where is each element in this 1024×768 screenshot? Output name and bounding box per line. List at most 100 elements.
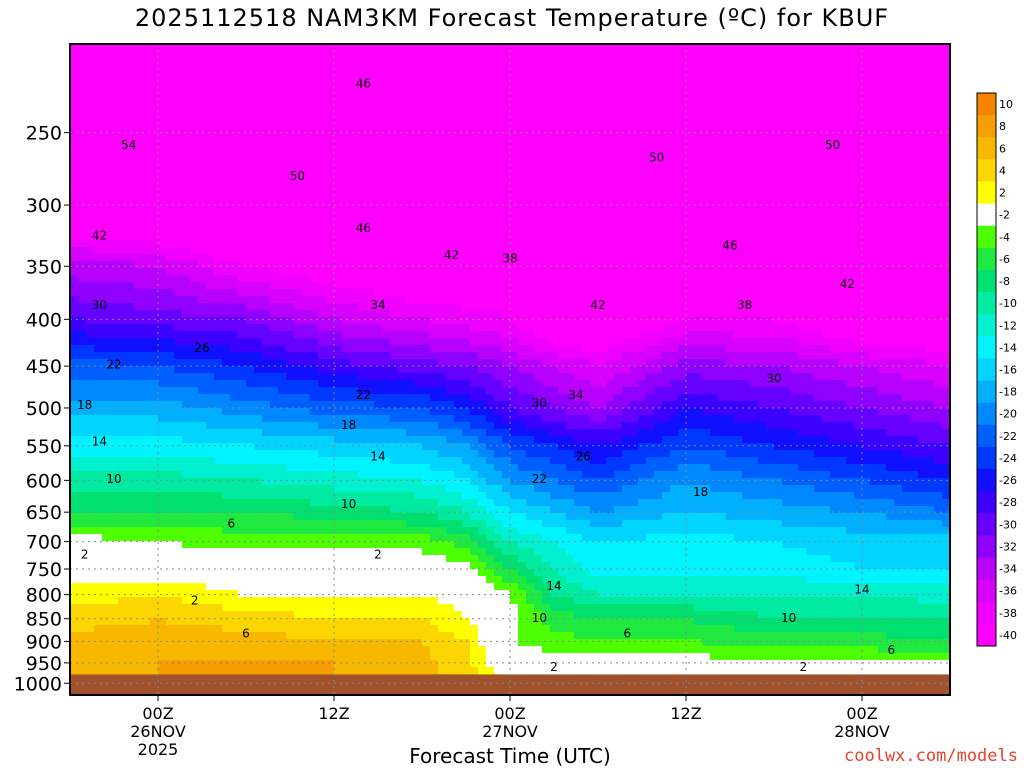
field-cell <box>918 100 927 108</box>
field-cell <box>78 254 87 262</box>
field-cell <box>430 86 439 94</box>
field-cell <box>310 86 319 94</box>
field-cell <box>534 310 543 318</box>
field-cell <box>910 317 919 325</box>
field-cell <box>390 114 399 122</box>
field-cell <box>118 156 127 164</box>
field-cell <box>262 156 271 164</box>
field-cell <box>294 128 303 136</box>
field-cell <box>790 156 799 164</box>
field-cell <box>174 65 183 73</box>
field-cell <box>358 226 367 234</box>
field-cell <box>142 352 151 360</box>
field-cell <box>454 198 463 206</box>
field-cell <box>102 51 111 59</box>
field-cell <box>838 233 847 241</box>
field-cell <box>574 177 583 185</box>
field-cell <box>150 338 159 346</box>
field-cell <box>422 44 431 52</box>
field-cell <box>494 282 503 290</box>
field-cell <box>542 65 551 73</box>
field-cell <box>718 345 727 353</box>
field-cell <box>142 261 151 269</box>
field-cell <box>270 289 279 297</box>
field-cell <box>870 331 879 339</box>
field-cell <box>494 268 503 276</box>
field-cell <box>854 226 863 234</box>
field-cell <box>766 275 775 283</box>
field-cell <box>782 51 791 59</box>
field-cell <box>198 268 207 276</box>
field-cell <box>174 275 183 283</box>
field-cell <box>214 177 223 185</box>
field-cell <box>422 58 431 66</box>
field-cell <box>750 163 759 171</box>
field-cell <box>94 198 103 206</box>
field-cell <box>838 149 847 157</box>
field-cell <box>638 205 647 213</box>
field-cell <box>766 212 775 220</box>
field-cell <box>846 317 855 325</box>
field-cell <box>174 107 183 115</box>
field-cell <box>790 93 799 101</box>
field-cell <box>134 317 143 325</box>
field-cell <box>918 114 927 122</box>
field-cell <box>902 233 911 241</box>
field-cell <box>886 275 895 283</box>
field-cell <box>310 254 319 262</box>
field-cell <box>782 128 791 136</box>
field-cell <box>422 205 431 213</box>
field-cell <box>790 289 799 297</box>
field-cell <box>574 100 583 108</box>
field-cell <box>534 107 543 115</box>
field-cell <box>198 149 207 157</box>
field-cell <box>942 205 950 213</box>
field-cell <box>334 275 343 283</box>
field-cell <box>910 107 919 115</box>
field-cell <box>486 107 495 115</box>
field-cell <box>94 212 103 220</box>
field-cell <box>70 191 79 199</box>
field-cell <box>206 156 215 164</box>
field-cell <box>134 51 143 59</box>
field-cell <box>566 296 575 304</box>
field-cell <box>294 51 303 59</box>
field-cell <box>742 121 751 129</box>
field-cell <box>206 219 215 227</box>
field-cell <box>830 233 839 241</box>
field-cell <box>894 184 903 192</box>
field-cell <box>654 345 663 353</box>
field-cell <box>734 254 743 262</box>
field-cell <box>230 170 239 178</box>
field-cell <box>190 205 199 213</box>
field-cell <box>158 240 167 248</box>
field-cell <box>670 177 679 185</box>
field-cell <box>774 254 783 262</box>
field-cell <box>182 149 191 157</box>
field-cell <box>630 191 639 199</box>
field-cell <box>246 44 255 52</box>
field-cell <box>326 268 335 276</box>
field-cell <box>710 275 719 283</box>
field-cell <box>694 331 703 339</box>
field-cell <box>118 268 127 276</box>
field-cell <box>766 219 775 227</box>
field-cell <box>446 79 455 87</box>
field-cell <box>254 51 263 59</box>
field-cell <box>414 268 423 276</box>
field-cell <box>246 142 255 150</box>
field-cell <box>710 226 719 234</box>
field-cell <box>902 107 911 115</box>
field-cell <box>886 128 895 136</box>
field-cell <box>78 142 87 150</box>
field-cell <box>334 107 343 115</box>
field-cell <box>654 233 663 241</box>
field-cell <box>846 107 855 115</box>
field-cell <box>910 205 919 213</box>
field-cell <box>910 170 919 178</box>
field-cell <box>878 331 887 339</box>
field-cell <box>926 170 935 178</box>
field-cell <box>126 100 135 108</box>
field-cell <box>622 317 631 325</box>
field-cell <box>422 331 431 339</box>
